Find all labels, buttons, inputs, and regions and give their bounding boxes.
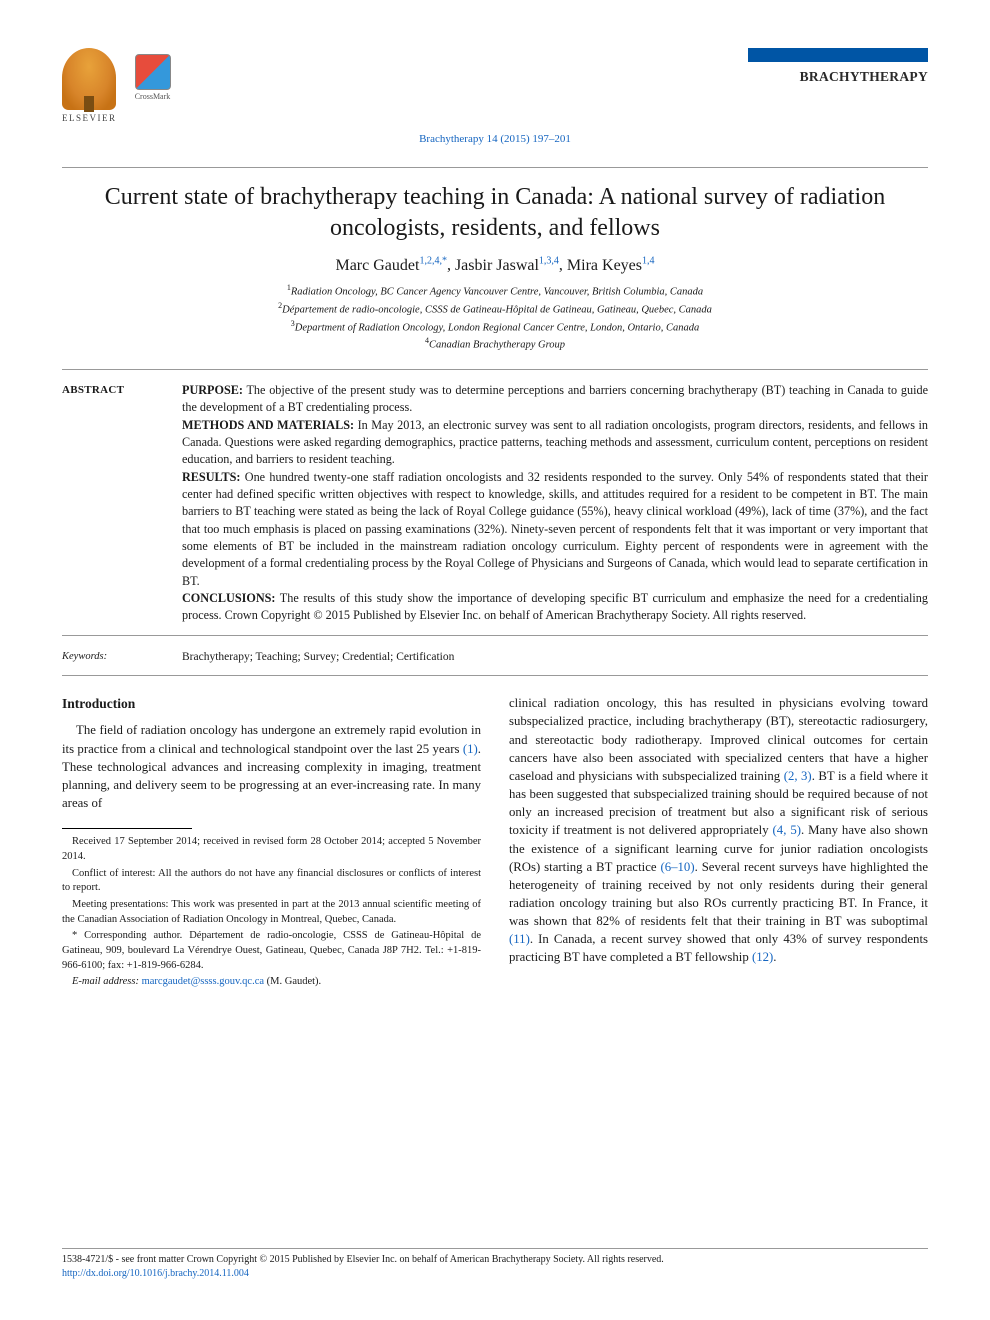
crossmark-badge[interactable]: CrossMark <box>135 54 171 103</box>
fn-coi: Conflict of interest: All the authors do… <box>62 867 481 896</box>
purpose-text: The objective of the present study was t… <box>182 383 928 414</box>
fn-meeting: Meeting presentations: This work was pre… <box>62 898 481 927</box>
abstract-body: PURPOSE: The objective of the present st… <box>182 382 928 625</box>
keywords-row: Keywords: Brachytherapy; Teaching; Surve… <box>62 644 928 677</box>
page-header: ELSEVIER CrossMark BRACHYTHERAPY <box>62 48 928 124</box>
abstract-block: ABSTRACT PURPOSE: The objective of the p… <box>62 369 928 636</box>
author-3-name: Mira Keyes <box>567 257 642 274</box>
ref-6-10[interactable]: (6–10) <box>660 860 694 874</box>
publisher-name: ELSEVIER <box>62 112 117 124</box>
ref-2-3[interactable]: (2, 3) <box>784 769 812 783</box>
copyright-line: 1538-4721/$ - see front matter Crown Cop… <box>62 1253 928 1267</box>
footnotes: Received 17 September 2014; received in … <box>62 835 481 990</box>
conclusions-head: CONCLUSIONS: <box>182 591 275 605</box>
elsevier-tree-icon <box>62 48 116 110</box>
affil-2: 2Département de radio-oncologie, CSSS de… <box>62 300 928 318</box>
header-left: ELSEVIER CrossMark <box>62 48 171 124</box>
affil-3: 3Department of Radiation Oncology, Londo… <box>62 318 928 336</box>
ref-4-5[interactable]: (4, 5) <box>773 823 801 837</box>
author-2-name: Jasbir Jaswal <box>455 257 539 274</box>
citation-link[interactable]: Brachytherapy 14 (2015) 197–201 <box>419 133 571 145</box>
author-1-name: Marc Gaudet <box>335 257 419 274</box>
journal-name: BRACHYTHERAPY <box>748 68 928 86</box>
column-left: Introduction The field of radiation onco… <box>62 694 481 992</box>
author-1-sup: 1,2,4,* <box>419 255 447 266</box>
ref-12[interactable]: (12) <box>752 950 773 964</box>
citation-line: Brachytherapy 14 (2015) 197–201 <box>62 132 928 147</box>
keywords-text: Brachytherapy; Teaching; Survey; Credent… <box>182 650 454 666</box>
keywords-label: Keywords: <box>62 650 162 666</box>
author-3: Mira Keyes1,4 <box>567 257 655 274</box>
doi-link[interactable]: http://dx.doi.org/10.1016/j.brachy.2014.… <box>62 1267 928 1281</box>
email-link[interactable]: marcgaudet@ssss.gouv.qc.ca <box>142 976 264 987</box>
intro-para-2: clinical radiation oncology, this has re… <box>509 694 928 966</box>
elsevier-logo: ELSEVIER <box>62 48 117 124</box>
email-label: E-mail address: <box>72 976 139 987</box>
affil-4: 4Canadian Brachytherapy Group <box>62 335 928 353</box>
introduction-heading: Introduction <box>62 694 481 713</box>
intro-para-1: The field of radiation oncology has unde… <box>62 721 481 812</box>
footnote-rule <box>62 828 192 829</box>
affiliations: 1Radiation Oncology, BC Cancer Agency Va… <box>62 282 928 353</box>
ref-11[interactable]: (11) <box>509 932 530 946</box>
article-title: Current state of brachytherapy teaching … <box>86 182 904 244</box>
authors-line: Marc Gaudet1,2,4,*, Jasbir Jaswal1,3,4, … <box>62 254 928 276</box>
author-2-sup: 1,3,4 <box>539 255 559 266</box>
methods-head: METHODS AND MATERIALS: <box>182 418 354 432</box>
purpose-head: PURPOSE: <box>182 383 243 397</box>
results-text: One hundred twenty-one staff radiation o… <box>182 470 928 588</box>
body-columns: Introduction The field of radiation onco… <box>62 694 928 992</box>
fn-email: E-mail address: marcgaudet@ssss.gouv.qc.… <box>62 975 481 990</box>
column-right: clinical radiation oncology, this has re… <box>509 694 928 992</box>
abstract-label: ABSTRACT <box>62 382 162 625</box>
author-1: Marc Gaudet1,2,4,* <box>335 257 446 274</box>
header-divider <box>62 167 928 168</box>
conclusions-text: The results of this study show the impor… <box>182 591 928 622</box>
affil-1: 1Radiation Oncology, BC Cancer Agency Va… <box>62 282 928 300</box>
ref-1[interactable]: (1) <box>463 742 478 756</box>
author-3-sup: 1,4 <box>642 255 655 266</box>
journal-banner <box>748 48 928 62</box>
fn-corr: * Corresponding author. Département de r… <box>62 929 481 973</box>
results-head: RESULTS: <box>182 470 241 484</box>
fn-received: Received 17 September 2014; received in … <box>62 835 481 864</box>
page-footer: 1538-4721/$ - see front matter Crown Cop… <box>62 1248 928 1280</box>
email-who: (M. Gaudet). <box>264 976 321 987</box>
crossmark-label: CrossMark <box>135 92 171 103</box>
author-2: Jasbir Jaswal1,3,4 <box>455 257 559 274</box>
header-right: BRACHYTHERAPY <box>748 48 928 86</box>
crossmark-icon <box>135 54 171 90</box>
